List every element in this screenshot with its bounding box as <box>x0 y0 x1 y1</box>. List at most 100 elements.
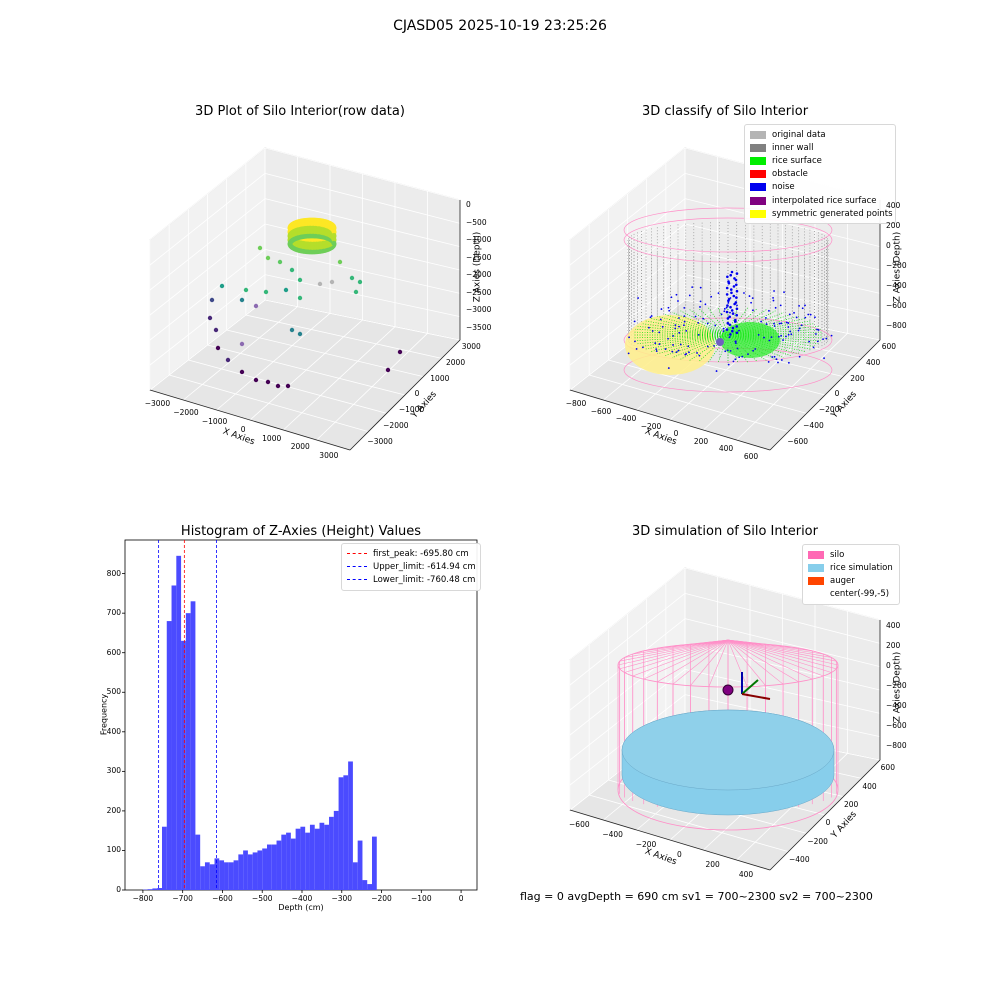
panel2-surface-ray <box>637 334 729 345</box>
panel2-surface-ray <box>637 325 729 336</box>
panel1-point <box>253 377 259 383</box>
panel2-noise-point <box>798 355 801 358</box>
panel2-noise-point <box>830 334 833 337</box>
panel2-noise-point <box>702 317 705 320</box>
panel2-noise-point <box>706 322 709 325</box>
panel4-silo-roof-line <box>727 639 784 685</box>
panel4-xtick: 400 <box>738 870 754 879</box>
panel2-noise-point <box>804 304 806 307</box>
panel2-noise-point <box>722 327 725 330</box>
legend-label: interpolated rice surface <box>772 195 877 206</box>
histogram-xtick: −200 <box>371 894 392 903</box>
legend-swatch <box>750 209 766 218</box>
panel2-noise-point <box>727 301 730 304</box>
panel2-noise-point <box>726 349 729 352</box>
histogram-bar <box>190 601 196 890</box>
panel1-3d-axes <box>148 146 462 451</box>
panel2-noise-point <box>754 348 757 350</box>
panel2-noise-point <box>751 297 754 300</box>
panel2-noise-point <box>773 325 776 327</box>
histogram-ytick: 500 <box>106 687 121 697</box>
panel2-noise-point <box>691 286 694 288</box>
panel2-noise-point <box>735 289 739 293</box>
panel2-ytick: 200 <box>850 373 865 383</box>
panel2-noise-point <box>678 331 681 334</box>
panel2-noise-point <box>651 330 654 332</box>
panel2-noise-point <box>683 320 686 323</box>
panel2-noise-point <box>734 358 737 361</box>
panel4-rice-surface <box>621 709 835 791</box>
panel1-ztick: −2500 <box>466 287 492 297</box>
panel2-legend: original data inner wall rice surface obsta… <box>744 124 896 225</box>
panel2-xtick: 200 <box>693 436 709 446</box>
panel1-point <box>289 327 295 333</box>
panel2-noise-point <box>685 330 688 332</box>
panel2-noise-point <box>713 344 715 347</box>
panel2-noise-point <box>661 325 664 328</box>
panel2-noise-point <box>704 303 707 306</box>
panel2-noise-point <box>635 348 638 350</box>
panel4-xtick: −200 <box>635 840 657 849</box>
panel2-noise-point <box>798 327 801 330</box>
panel2-noise-point <box>729 297 732 299</box>
histogram-bar <box>276 840 282 890</box>
panel2-noise-point <box>729 288 733 291</box>
panel2-noise-point <box>793 311 795 314</box>
panel2-noise-point <box>726 304 729 307</box>
panel2-noise-point <box>659 318 662 321</box>
panel1-point <box>297 331 303 337</box>
panel4-silo-roof-line <box>708 639 729 687</box>
panel2-noise-point <box>731 312 735 315</box>
panel2-title: 3D classify of Silo Interior <box>641 104 809 119</box>
panel4-ztick: 400 <box>886 621 901 630</box>
panel2-noise-point <box>812 346 815 349</box>
panel1-y-axis <box>349 339 461 451</box>
panel2-noise-point <box>658 331 661 334</box>
legend-entry: auger <box>808 574 894 587</box>
panel2-noise-point <box>675 293 678 296</box>
panel2-noise-point <box>752 309 754 312</box>
panel2-noise-point <box>816 340 819 343</box>
panel2-noise-point <box>688 351 690 354</box>
histogram-xtick: −100 <box>411 894 432 903</box>
panel2-noise-point <box>773 290 775 292</box>
panel1-ztick: −3500 <box>466 322 492 332</box>
panel1-point <box>207 315 213 321</box>
histogram-xtick: −800 <box>132 894 154 903</box>
legend-label: silo <box>830 549 845 560</box>
panel2-noise-point <box>773 322 775 325</box>
panel2-noise-point <box>658 343 661 345</box>
panel2-noise-point <box>672 335 675 337</box>
panel2-noise-point <box>775 358 778 361</box>
panel2-noise-point <box>729 273 733 277</box>
panel2-noise-point <box>777 361 779 364</box>
panel2-ztick: 0 <box>886 241 891 250</box>
histogram-xtick: 0 <box>458 894 464 903</box>
panel4-ztick: 0 <box>886 661 891 670</box>
legend-entry: first_peak: -695.80 cm <box>347 547 475 560</box>
panel2-noise-point <box>726 321 730 325</box>
panel2-ytick: −600 <box>787 436 809 446</box>
panel1-point <box>277 259 283 265</box>
panel2-noise-point <box>778 322 781 325</box>
histogram-ytick: 700 <box>106 608 121 618</box>
panel2-noise-point <box>729 333 732 336</box>
histogram-xtick: −400 <box>291 894 313 903</box>
panel2-noise-point <box>732 294 736 298</box>
panel1-point <box>289 267 295 273</box>
legend-swatch <box>750 170 766 179</box>
panel2-noise-point <box>780 359 783 361</box>
panel2-noise-point <box>723 307 726 310</box>
panel3-xlabel: Depth (cm) <box>278 903 324 912</box>
panel2-noise-point <box>734 278 738 282</box>
panel2-noise-point <box>725 306 728 309</box>
histogram-bar <box>333 810 339 890</box>
panel2-noise-point <box>780 334 783 337</box>
panel2-surface-ray <box>651 318 729 336</box>
panel1-point <box>263 289 269 295</box>
histogram-bar <box>262 848 267 890</box>
panel1-xtick: 3000 <box>319 450 339 460</box>
panel4-axis-y <box>741 679 759 695</box>
panel1-point <box>331 241 337 246</box>
panel2-noise-point <box>787 333 790 336</box>
